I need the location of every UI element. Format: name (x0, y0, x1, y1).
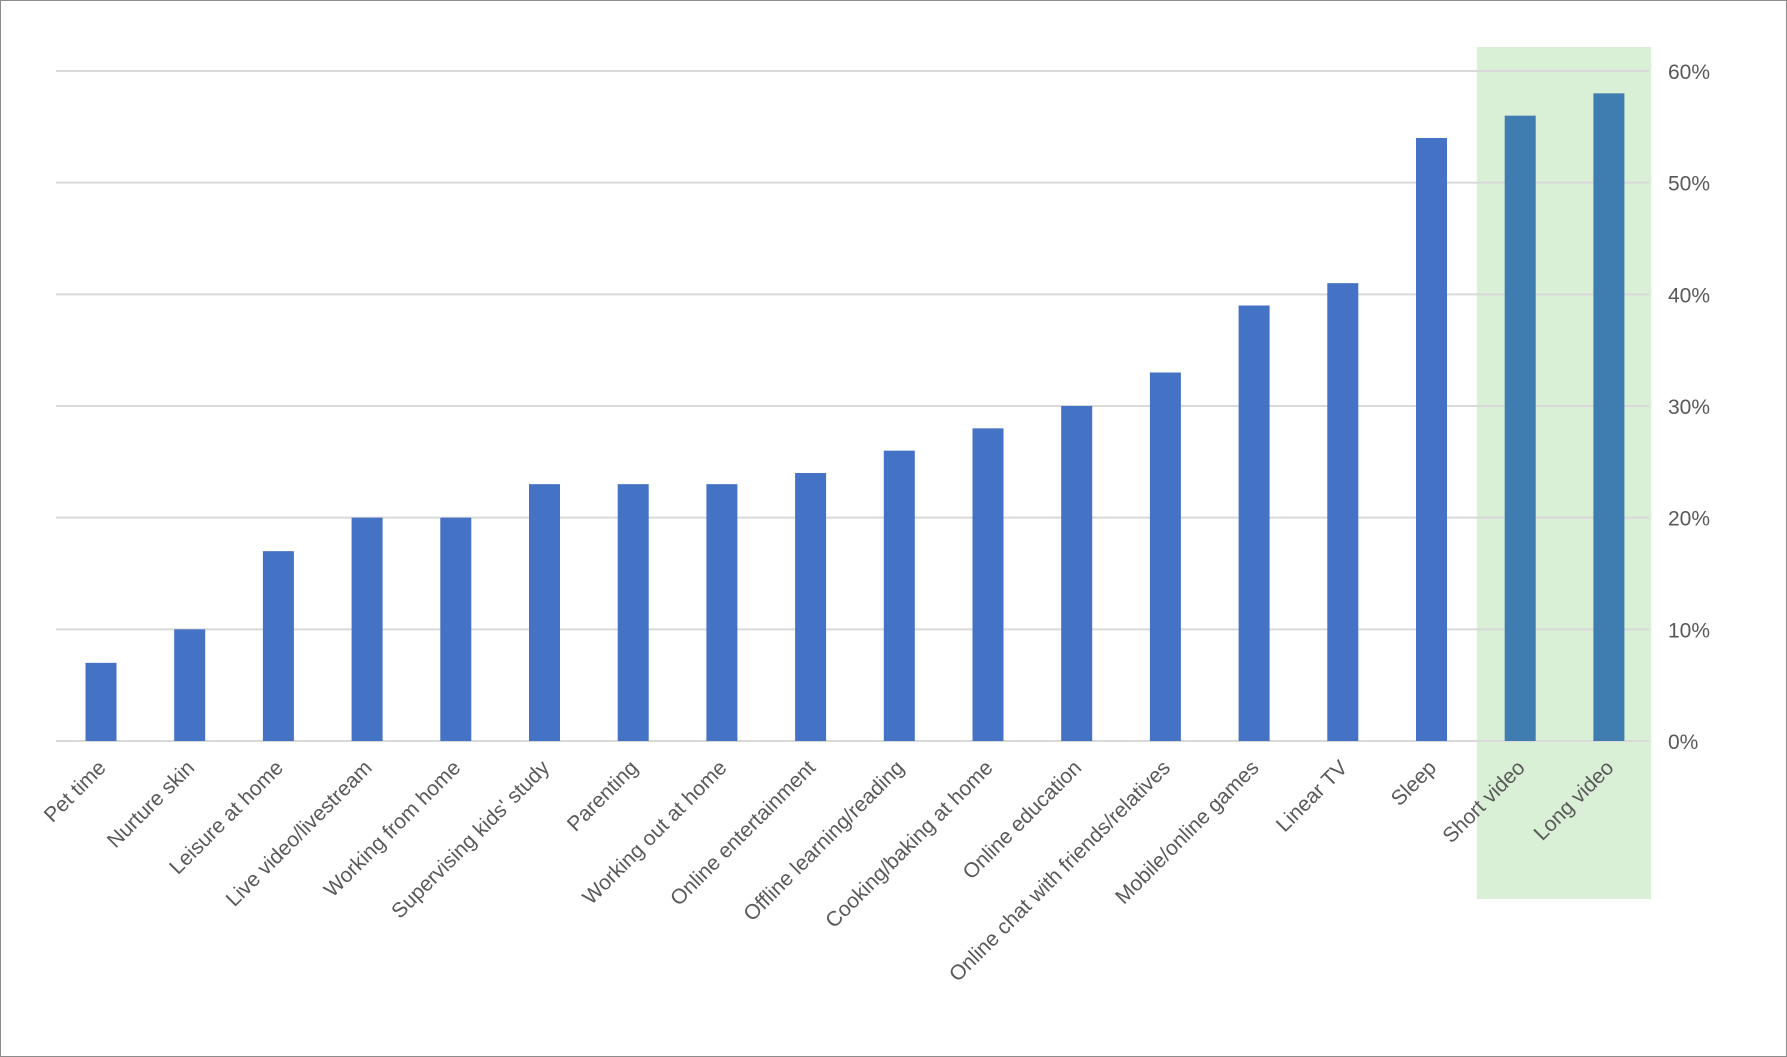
y-tick-label: 20% (1668, 508, 1710, 531)
y-axis-tick-labels: 0% 10% 20% 30% 40% 50% 60% (1668, 61, 1710, 754)
bar (174, 629, 206, 741)
x-tick-label: Offline learning/reading (739, 756, 909, 926)
y-tick-label: 10% (1668, 619, 1710, 642)
y-tick-label: 60% (1668, 61, 1710, 84)
bars (85, 93, 1625, 742)
bar (1149, 372, 1181, 741)
gridlines (56, 70, 1649, 742)
bar (440, 517, 472, 741)
bar (1061, 406, 1093, 741)
x-tick-label: Parenting (563, 756, 643, 836)
x-tick-label: Supervising kids' study (387, 756, 554, 923)
x-tick-label: Mobile/online games (1111, 756, 1263, 908)
bar (617, 484, 649, 741)
y-tick-label: 40% (1668, 284, 1710, 307)
y-tick-label: 50% (1668, 173, 1710, 196)
bar (1416, 138, 1447, 741)
bar (795, 473, 827, 741)
x-tick-label: Pet time (40, 756, 111, 827)
bar (1327, 283, 1359, 741)
x-tick-label: Online entertainment (666, 756, 820, 910)
y-tick-label: 0% (1668, 731, 1698, 754)
bar (85, 662, 117, 741)
bar (972, 428, 1004, 741)
bar (706, 484, 738, 741)
bar (1238, 305, 1270, 741)
bar (883, 450, 915, 741)
y-tick-label: 30% (1668, 396, 1710, 419)
x-tick-label: Cooking/baking at home (821, 756, 997, 932)
bar (529, 484, 560, 741)
x-tick-label: Live video/livestream (222, 756, 377, 911)
x-tick-label: Linear TV (1272, 756, 1352, 836)
x-tick-label: Sleep (1387, 756, 1441, 810)
x-tick-label: Working out at home (578, 756, 731, 909)
bar (262, 551, 294, 741)
bar (351, 517, 383, 741)
bar (1504, 115, 1536, 741)
x-tick-label: Nurture skin (103, 756, 199, 852)
bar (1593, 93, 1625, 742)
